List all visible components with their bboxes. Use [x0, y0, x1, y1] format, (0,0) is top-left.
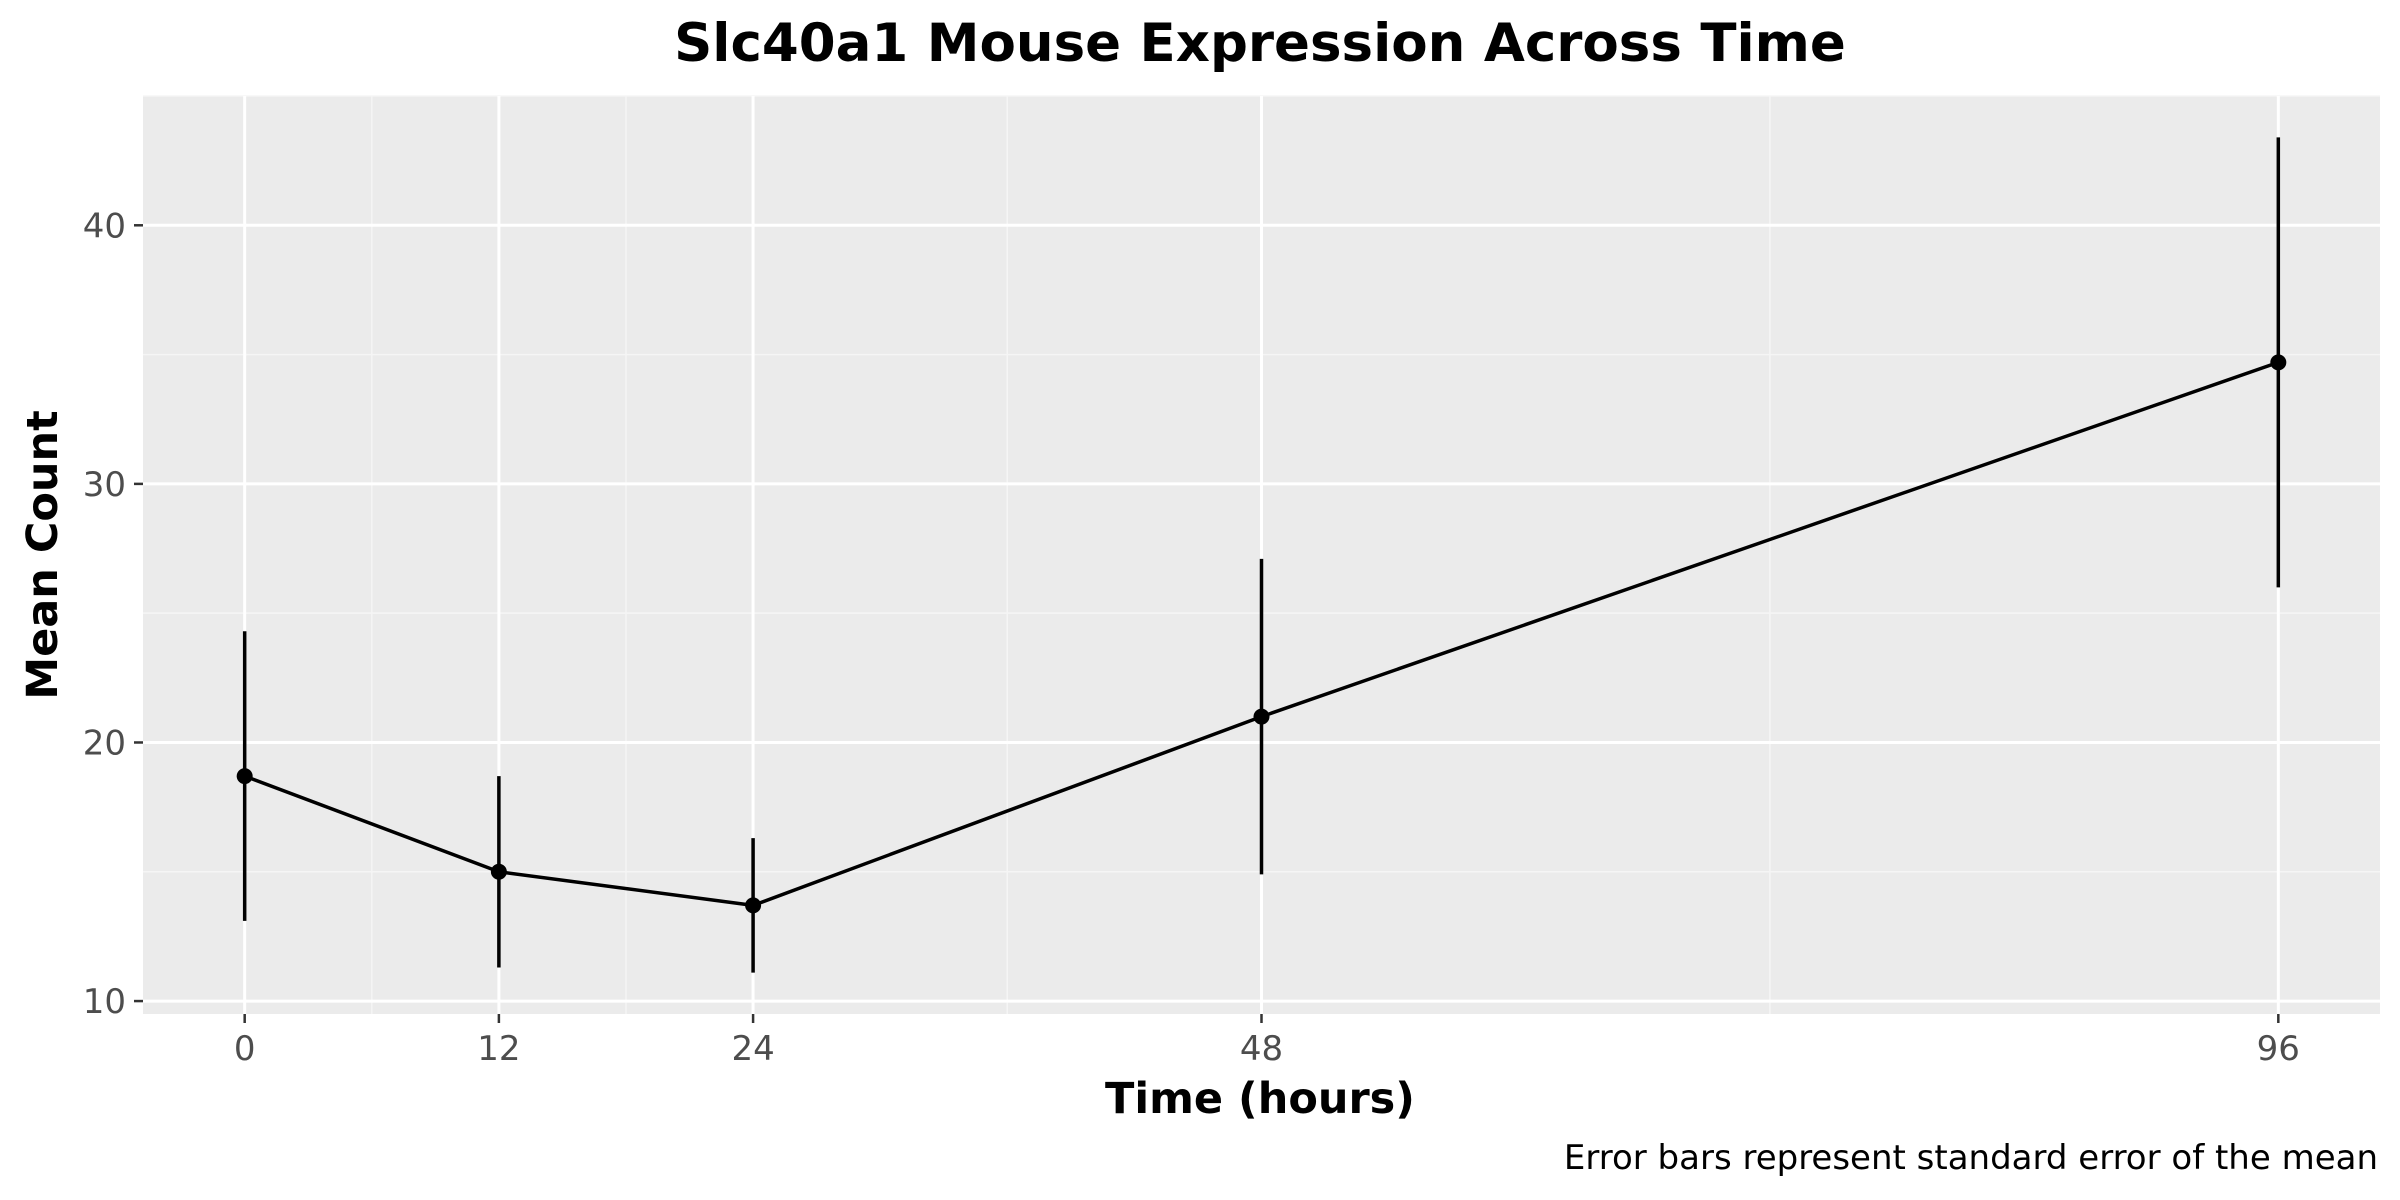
- tick-labels: 0 12 24 48 96 10 20 30 40: [83, 206, 2300, 1069]
- x-tick-label: 96: [2257, 1029, 2300, 1069]
- data-point: [2270, 354, 2287, 371]
- data-point: [490, 863, 507, 880]
- series: [236, 137, 2287, 973]
- data-point: [745, 897, 762, 914]
- series-layer: [236, 137, 2287, 973]
- x-tick-label: 12: [477, 1029, 520, 1069]
- data-point: [1253, 708, 1270, 725]
- y-tick-label: 30: [83, 465, 126, 505]
- x-tick-label: 48: [1240, 1029, 1283, 1069]
- axis-ticks: [134, 224, 2280, 1023]
- x-axis-title: Time (hours): [1105, 1074, 1415, 1124]
- x-tick-label: 0: [234, 1029, 256, 1069]
- data-point: [236, 768, 253, 785]
- y-tick-label: 20: [83, 723, 126, 763]
- chart-title: Slc40a1 Mouse Expression Across Time: [674, 13, 1846, 74]
- y-tick-label: 40: [83, 206, 126, 246]
- x-tick-label: 24: [731, 1029, 774, 1069]
- caption: Error bars represent standard error of t…: [1564, 1138, 2378, 1178]
- y-tick-label: 10: [83, 982, 126, 1022]
- y-axis-title: Mean Count: [18, 410, 68, 699]
